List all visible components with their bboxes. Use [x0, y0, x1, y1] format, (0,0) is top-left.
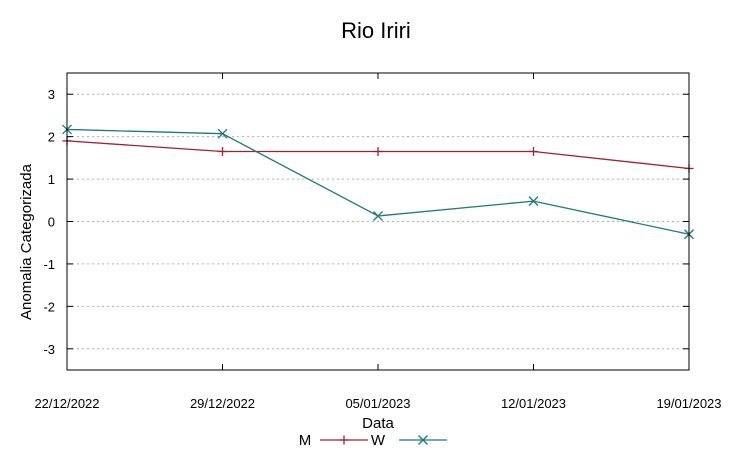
data-point-w [528, 196, 539, 207]
y-tick-label: 3 [48, 87, 55, 102]
x-axis-ticks: 22/12/2022 29/12/2022 05/01/2023 12/01/2023… [34, 73, 722, 411]
data-point-m [529, 146, 538, 156]
x-tick-label: 12/01/2023 [501, 396, 566, 411]
y-axis-ticks: 3 2 1 0 -1 -2 -3 [43, 87, 689, 357]
y-axis-label: Anomalia Categorizada [18, 163, 35, 320]
legend-label-m: M [299, 432, 312, 449]
data-point-w [217, 128, 228, 139]
grid-lines [67, 93, 689, 350]
data-point-m [373, 146, 383, 156]
y-tick-label: -1 [43, 257, 55, 272]
legend-marker-w [418, 435, 428, 445]
legend-label-w: W [371, 432, 386, 449]
y-tick-label: -2 [43, 299, 55, 314]
y-tick-label: 0 [48, 215, 55, 230]
x-tick-label: 19/01/2023 [656, 396, 721, 411]
legend-marker-m [339, 435, 349, 445]
y-tick-label: 2 [48, 130, 55, 145]
x-tick-label: 29/12/2022 [190, 396, 255, 411]
x-tick-label: 05/01/2023 [345, 396, 410, 411]
x-tick-label: 22/12/2022 [34, 396, 99, 411]
y-tick-label: -3 [43, 342, 55, 357]
data-point-w [373, 211, 383, 221]
y-tick-label: 1 [48, 172, 55, 187]
chart-title: Rio Iriri [341, 18, 411, 43]
x-axis-label: Data [362, 415, 394, 432]
data-point-m [218, 146, 227, 156]
